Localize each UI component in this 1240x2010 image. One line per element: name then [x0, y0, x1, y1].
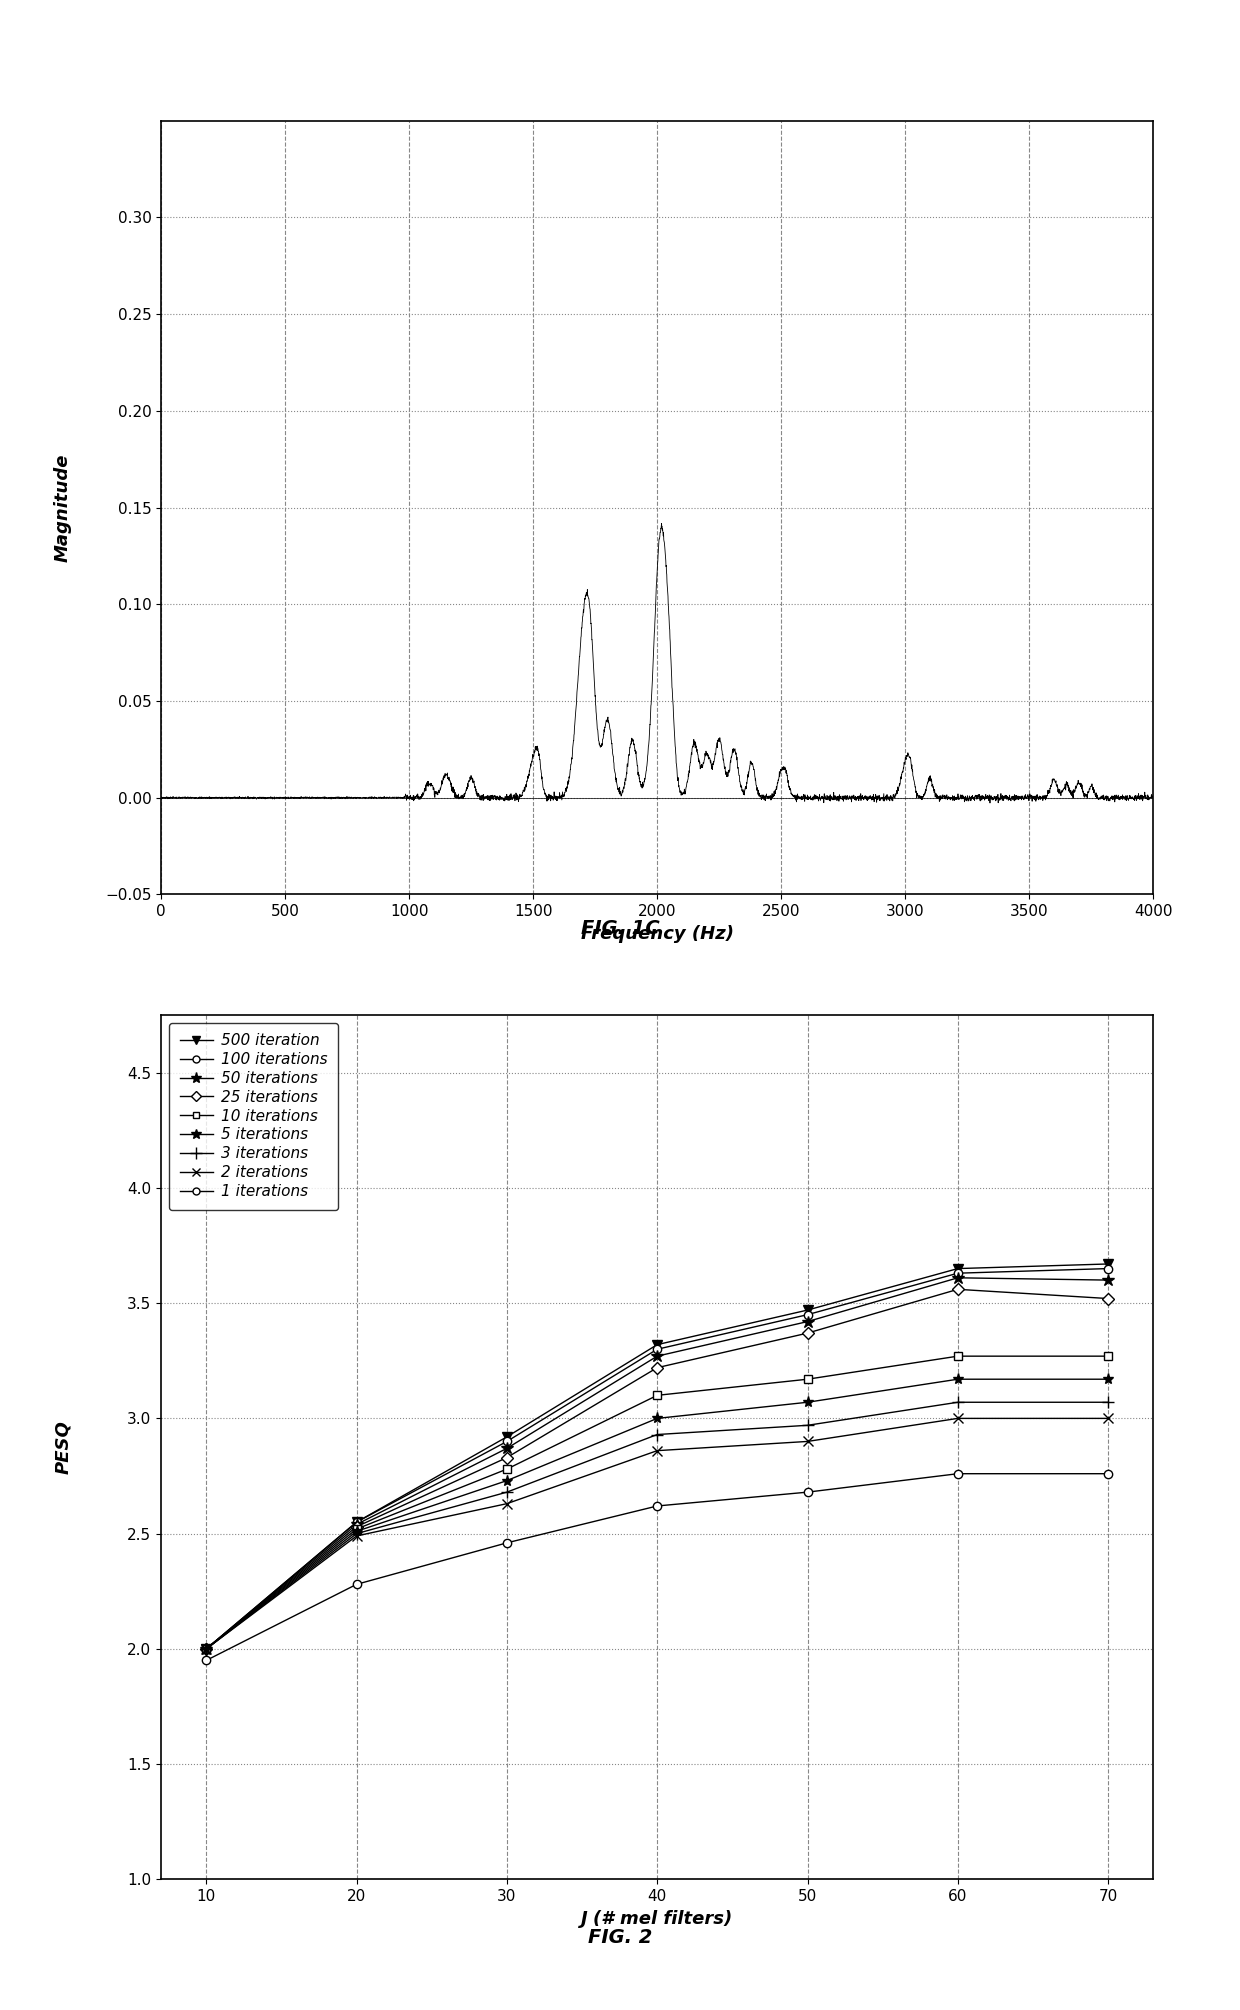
X-axis label: Frequency (Hz): Frequency (Hz) [580, 925, 734, 943]
Y-axis label: Magnitude: Magnitude [53, 454, 72, 561]
Text: FIG. 1C: FIG. 1C [580, 919, 660, 939]
Y-axis label: PESQ: PESQ [53, 1421, 72, 1473]
X-axis label: J (# mel filters): J (# mel filters) [582, 1910, 733, 1928]
Text: FIG. 2: FIG. 2 [588, 1928, 652, 1948]
Legend: 500 iteration, 100 iterations, 50 iterations, 25 iterations, 10 iterations, 5 it: 500 iteration, 100 iterations, 50 iterat… [169, 1023, 339, 1210]
